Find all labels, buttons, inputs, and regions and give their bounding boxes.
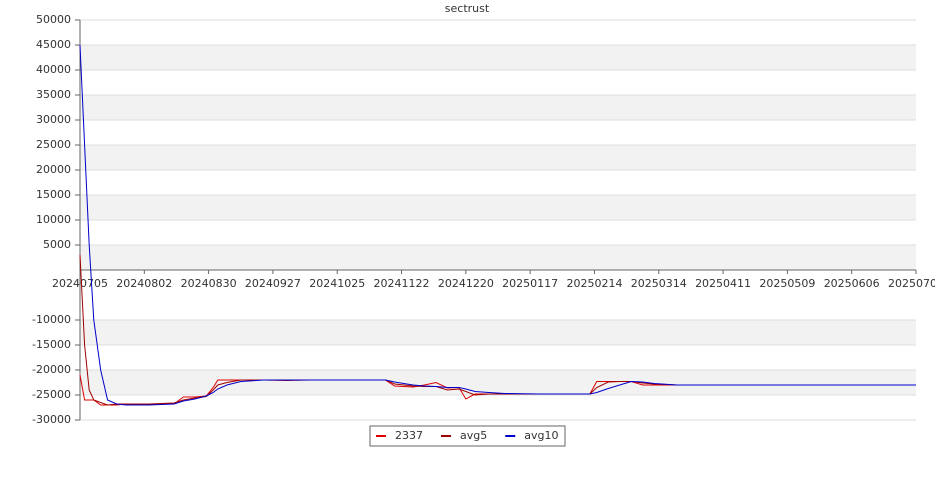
x-tick-label: 20241122 (374, 277, 430, 290)
y-tick-label: 50000 (36, 13, 71, 26)
y-tick-label: -25000 (32, 388, 71, 401)
y-tick-label: -15000 (32, 338, 71, 351)
legend (369, 425, 566, 447)
x-tick-label: 20240705 (52, 277, 108, 290)
chart-title: sectrust (445, 2, 490, 15)
x-tick-label: 20241220 (438, 277, 494, 290)
x-tick-label: 20241025 (309, 277, 365, 290)
y-tick-label: 15000 (36, 188, 71, 201)
bands (80, 45, 916, 395)
y-tick-label: -10000 (32, 313, 71, 326)
x-tick-label: 20250214 (566, 277, 622, 290)
band (80, 145, 916, 170)
x-tick-label: 20250606 (824, 277, 880, 290)
x-tick-label: 20240802 (116, 277, 172, 290)
x-tick-label: 20250117 (502, 277, 558, 290)
x-tick-label: 20250509 (759, 277, 815, 290)
band (80, 45, 916, 70)
y-tick-label: 25000 (36, 138, 71, 151)
x-tick-label: 20250314 (631, 277, 687, 290)
y-tick-label: 20000 (36, 163, 71, 176)
legend-label: avg10 (524, 429, 558, 442)
x-tick-label: 20250704 (888, 277, 935, 290)
y-tick-label: 5000 (43, 238, 71, 251)
series-line (79, 44, 916, 406)
band (80, 95, 916, 120)
legend-label: avg5 (460, 429, 487, 442)
y-tick-label: -30000 (32, 413, 71, 426)
band (80, 320, 916, 345)
y-tick-label: -20000 (32, 363, 71, 376)
x-tick-label: 20240830 (181, 277, 237, 290)
y-tick-label: 35000 (36, 88, 71, 101)
y-tick-label: 10000 (36, 213, 71, 226)
y-tick-label: 45000 (36, 38, 71, 51)
y-tick-label: 30000 (36, 113, 71, 126)
legend-label: 2337 (395, 429, 423, 442)
x-tick-label: 20240927 (245, 277, 301, 290)
y-tick-label: 40000 (36, 63, 71, 76)
band (80, 195, 916, 220)
band (80, 245, 916, 270)
band (80, 370, 916, 395)
x-tick-label: 20250411 (695, 277, 751, 290)
